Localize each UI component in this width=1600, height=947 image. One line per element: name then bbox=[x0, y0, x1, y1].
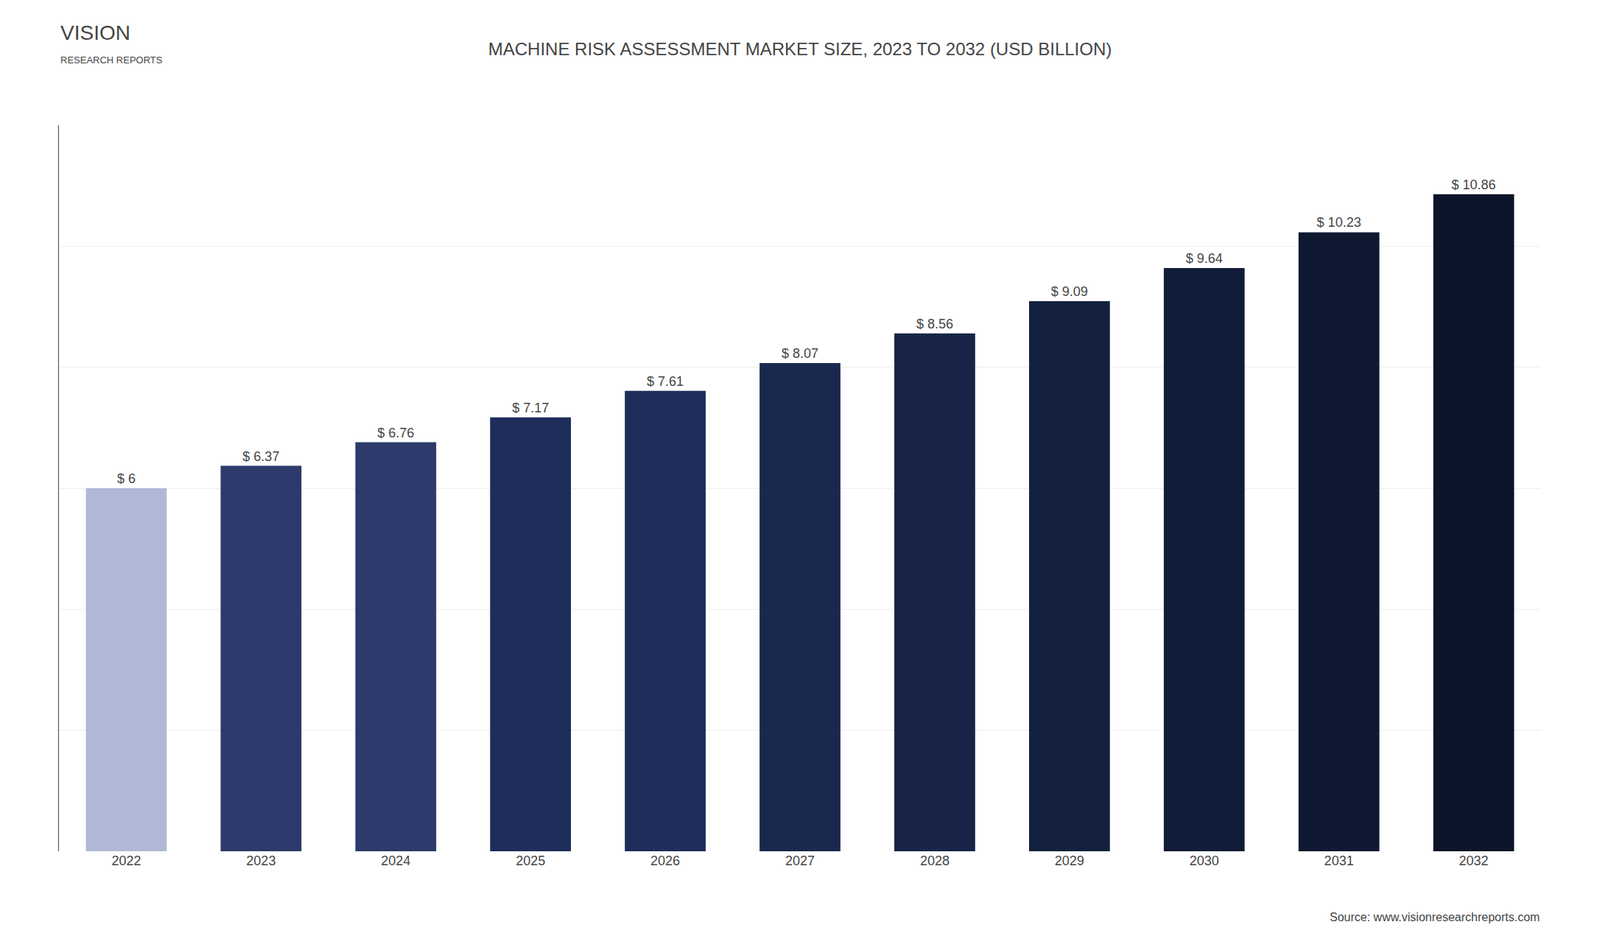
svg-text:2029: 2029 bbox=[1054, 853, 1085, 869]
svg-text:2025: 2025 bbox=[515, 853, 546, 869]
svg-text:MACHINE RISK ASSESSMENT MARKET: MACHINE RISK ASSESSMENT MARKET SIZE, 202… bbox=[488, 39, 1113, 59]
svg-text:2024: 2024 bbox=[380, 853, 411, 869]
svg-text:$ 6.76: $ 6.76 bbox=[377, 425, 414, 441]
svg-text:$ 9.64: $ 9.64 bbox=[1186, 251, 1223, 266]
svg-text:$ 10.23: $ 10.23 bbox=[1317, 215, 1362, 230]
svg-text:2023: 2023 bbox=[246, 853, 276, 869]
svg-text:2027: 2027 bbox=[785, 853, 815, 869]
svg-text:RESEARCH REPORTS: RESEARCH REPORTS bbox=[60, 54, 163, 66]
svg-text:$ 8.56: $ 8.56 bbox=[916, 316, 954, 332]
svg-text:$ 10.86: $ 10.86 bbox=[1451, 177, 1497, 193]
svg-text:$ 9.09: $ 9.09 bbox=[1051, 284, 1089, 300]
svg-text:$ 6: $ 6 bbox=[117, 471, 136, 487]
svg-text:2028: 2028 bbox=[920, 853, 950, 869]
svg-text:$ 7.17: $ 7.17 bbox=[511, 400, 549, 416]
svg-text:2022: 2022 bbox=[111, 853, 141, 869]
svg-text:$ 8.07: $ 8.07 bbox=[781, 346, 819, 361]
svg-text:$ 7.61: $ 7.61 bbox=[646, 374, 684, 389]
svg-text:2030: 2030 bbox=[1189, 853, 1220, 869]
svg-text:Source: www.visionresearchrepo: Source: www.visionresearchreports.com bbox=[1329, 911, 1540, 924]
svg-text:2031: 2031 bbox=[1324, 853, 1354, 869]
svg-text:$ 6.37: $ 6.37 bbox=[242, 449, 280, 465]
svg-text:VISION: VISION bbox=[60, 21, 131, 45]
svg-text:2032: 2032 bbox=[1459, 853, 1489, 869]
svg-text:2026: 2026 bbox=[650, 853, 680, 869]
